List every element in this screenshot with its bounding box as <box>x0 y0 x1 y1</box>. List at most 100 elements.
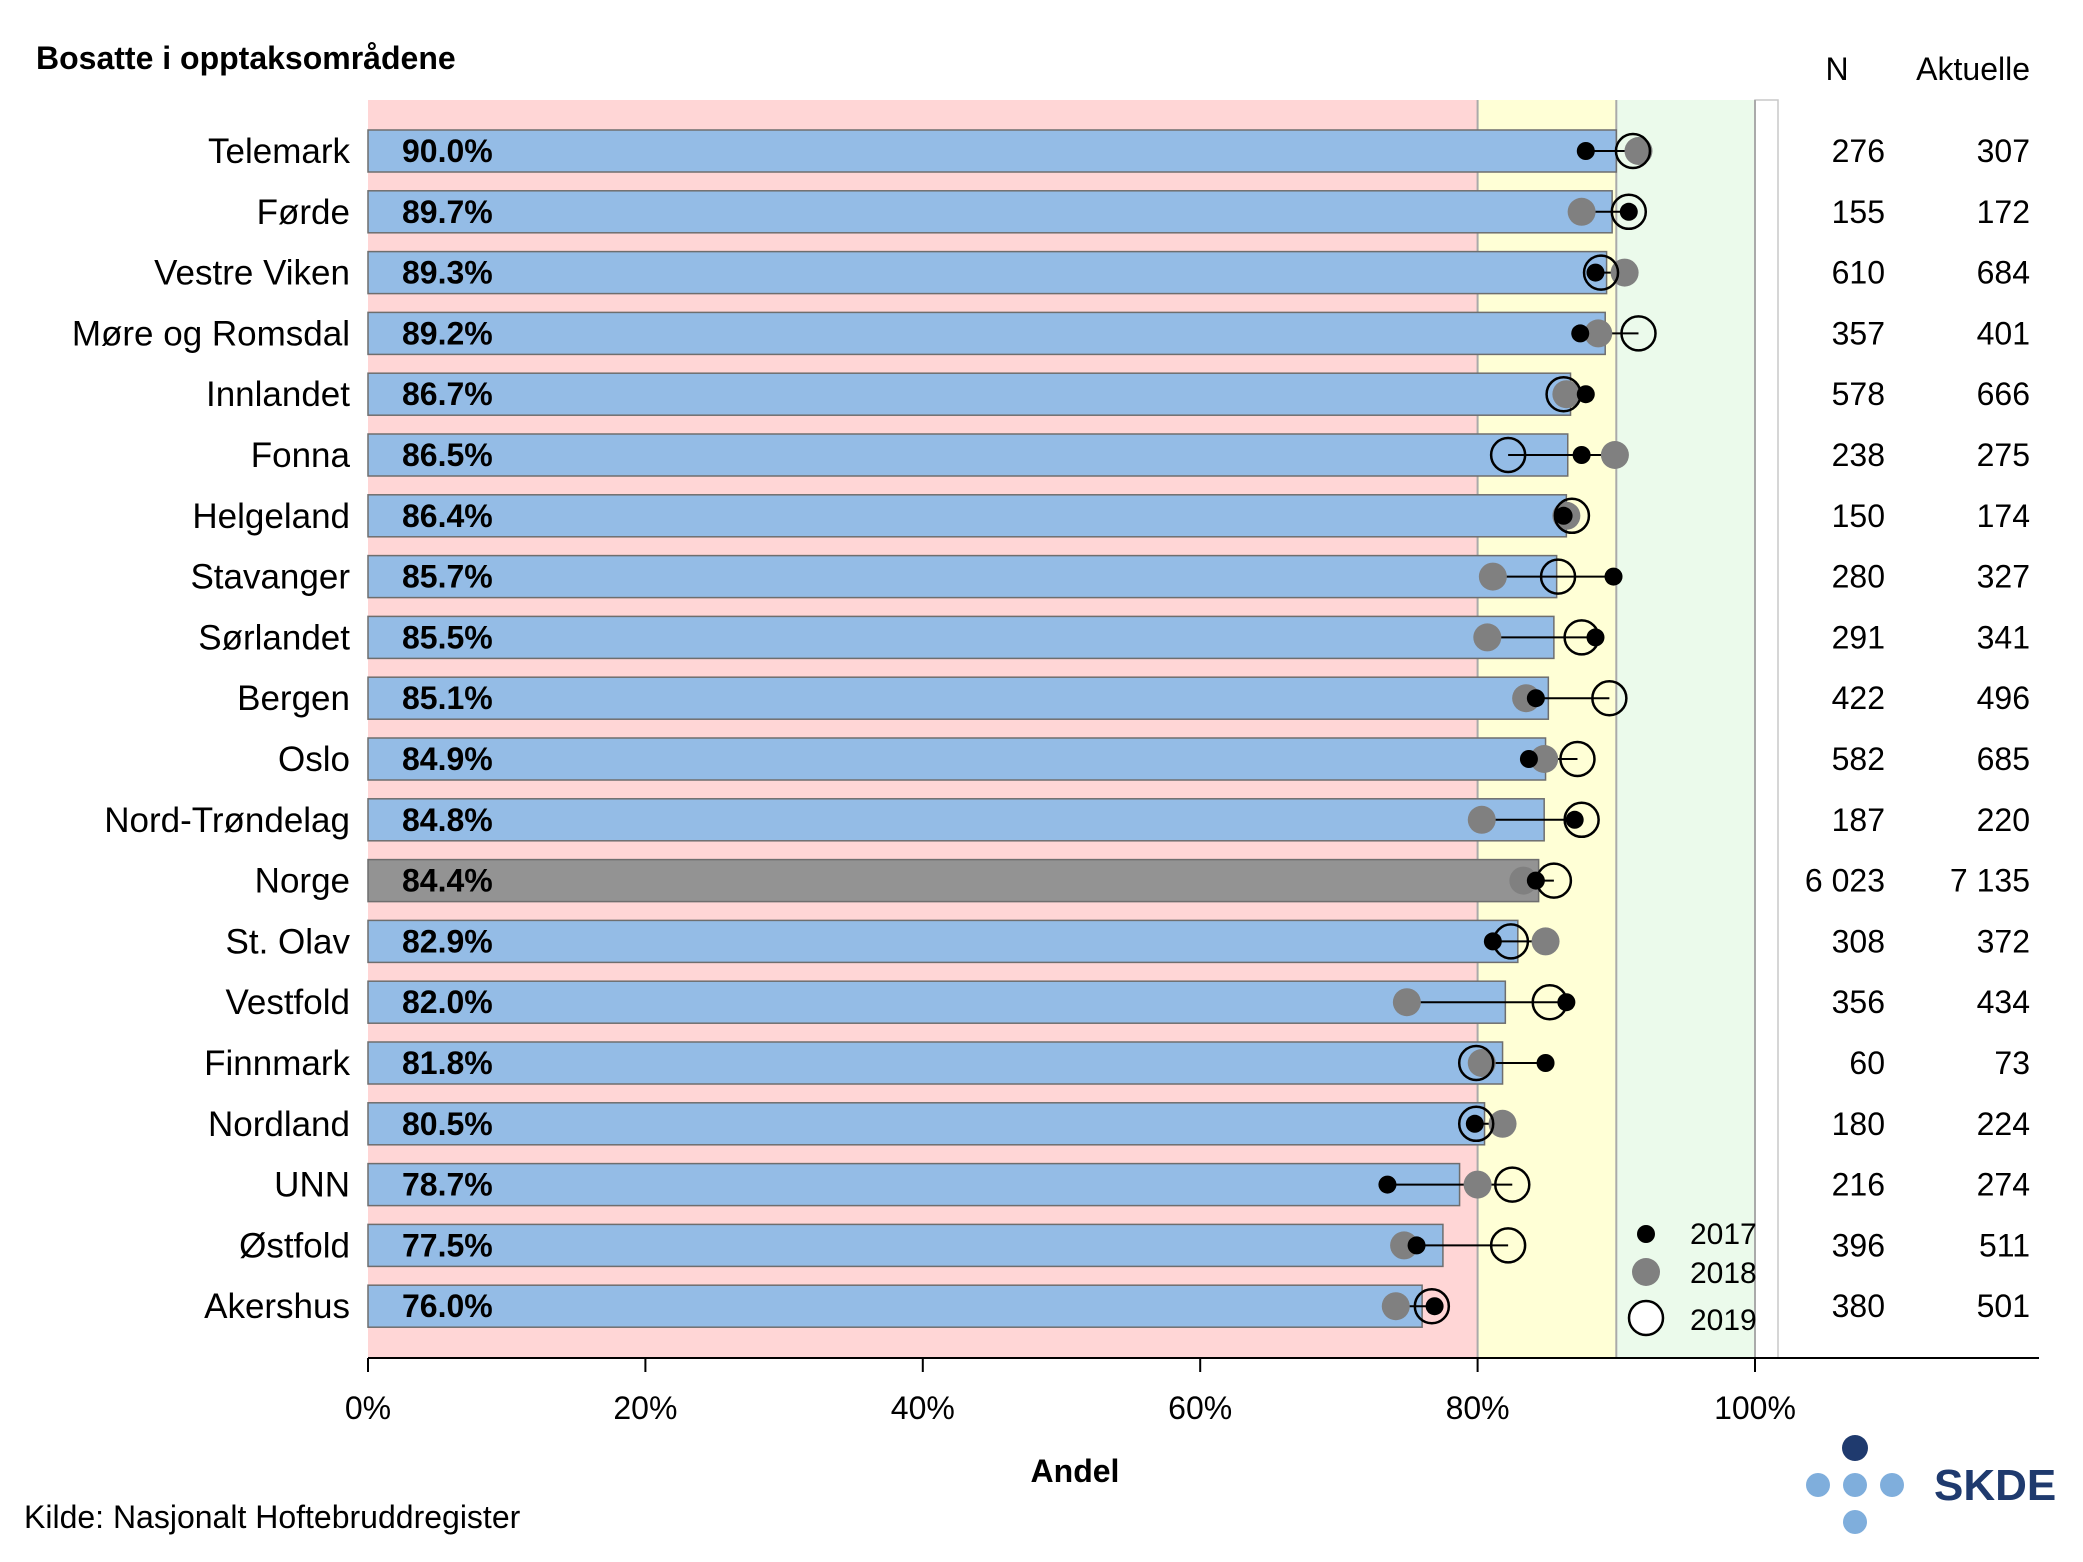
bar <box>367 1102 1486 1146</box>
point-2017 <box>1572 446 1591 464</box>
zone-moderate <box>1477 100 1617 1358</box>
point-2019 <box>1610 193 1648 231</box>
aktuelle-value: 684 <box>1977 255 2030 291</box>
legend: 2017 2018 2019 <box>1627 1218 1757 1337</box>
category-label: Norge <box>255 862 350 901</box>
n-column: 276 155 610 357 578 238 150 280 291 422 582 187 6 02… <box>1805 133 1885 1324</box>
aktuelle-value: 224 <box>1977 1106 2030 1142</box>
point-2019 <box>1494 1166 1531 1203</box>
n-value: 380 <box>1832 1288 1885 1324</box>
point-2019 <box>1489 436 1527 474</box>
point-2018 <box>1473 623 1502 652</box>
n-value: 6 023 <box>1805 863 1885 899</box>
category-label: Vestre Viken <box>154 254 350 293</box>
aktuelle-value: 73 <box>1994 1045 2030 1081</box>
point-2017 <box>1526 871 1545 890</box>
point-2019 <box>1559 740 1596 778</box>
point-2019 <box>1457 1044 1495 1082</box>
bar-value-label: 85.5% <box>402 619 493 655</box>
aktuelle-value: 220 <box>1977 802 2030 838</box>
point-2019 <box>1582 254 1620 291</box>
bar-value-label: 89.3% <box>402 255 493 291</box>
point-2017 <box>1536 1054 1555 1072</box>
logo-dot-center <box>1843 1473 1867 1497</box>
category-label: Nordland <box>208 1105 350 1144</box>
category-labels: Telemark Førde Vestre Viken Møre og Romsdal… <box>72 132 351 1326</box>
category-label: Vestfold <box>225 983 350 1022</box>
point-2019 <box>1413 1287 1451 1325</box>
bar-value-label: 84.9% <box>402 741 493 777</box>
n-value: 180 <box>1832 1106 1885 1142</box>
n-value: 610 <box>1832 255 1885 291</box>
point-2019 <box>1620 315 1657 352</box>
bar <box>367 250 1608 295</box>
aktuelle-value: 511 <box>1979 1227 2030 1263</box>
point-2018 <box>1600 441 1629 469</box>
x-tick-label: 20% <box>613 1390 677 1426</box>
bar-value-label: 82.0% <box>402 984 493 1020</box>
logo-dot-right <box>1880 1473 1904 1497</box>
n-value: 308 <box>1832 923 1885 959</box>
point-2019 <box>1539 558 1577 595</box>
category-label: UNN <box>274 1166 350 1205</box>
point-2019 <box>1489 1227 1527 1264</box>
bar-value-label: 82.9% <box>402 923 493 959</box>
bar <box>367 980 1507 1024</box>
aktuelle-value: 341 <box>1977 619 2030 655</box>
logo-dot-top <box>1842 1435 1868 1461</box>
category-label: Sørlandet <box>198 618 350 657</box>
point-2017 <box>1407 1236 1426 1255</box>
category-label: Nord-Trøndelag <box>104 801 350 840</box>
point-2017 <box>1604 567 1623 586</box>
n-value: 582 <box>1832 741 1885 777</box>
aktuelle-value: 275 <box>1977 437 2030 473</box>
logo-text: SKDE <box>1934 1461 2056 1510</box>
gridlines <box>1476 100 1756 1358</box>
n-value: 150 <box>1832 498 1885 534</box>
bar <box>367 919 1519 964</box>
skde-logo: SKDE <box>1806 1435 2056 1534</box>
bar <box>367 129 1618 173</box>
point-2017 <box>1378 1175 1397 1194</box>
x-axis: 0% 20% 40% 60% 80% 100% <box>345 1357 2039 1426</box>
bar <box>367 433 1569 477</box>
point-2018 <box>1381 1292 1410 1321</box>
n-value: 280 <box>1832 559 1885 595</box>
logo-dot-bottom <box>1843 1510 1867 1534</box>
point-2018 <box>1531 927 1560 956</box>
aktuelle-value: 172 <box>1977 194 2030 230</box>
logo-dot-left <box>1806 1473 1830 1497</box>
category-label: Helgeland <box>192 497 350 536</box>
bar-value-label: 89.7% <box>402 194 493 230</box>
bar <box>367 372 1572 416</box>
point-2017 <box>1586 628 1605 647</box>
point-2017 <box>1465 1114 1484 1133</box>
bar-value-label: 77.5% <box>402 1227 493 1263</box>
bar-value-label: 85.1% <box>402 680 493 716</box>
n-value: 276 <box>1832 133 1885 169</box>
point-2017 <box>1619 202 1638 221</box>
bar-value-label: 86.4% <box>402 498 493 534</box>
n-value: 60 <box>1849 1045 1885 1081</box>
legend-marker-2019 <box>1627 1299 1665 1337</box>
point-2018 <box>1624 137 1653 165</box>
bar <box>367 615 1555 660</box>
bar <box>367 1223 1444 1268</box>
x-tick-label: 100% <box>1714 1390 1796 1426</box>
bar <box>367 858 1540 903</box>
point-2018 <box>1552 380 1581 409</box>
aktuelle-value: 666 <box>1977 376 2030 412</box>
point-2017 <box>1554 506 1573 525</box>
aktuelle-value: 685 <box>1977 741 2030 777</box>
category-label: Fonna <box>251 436 351 475</box>
category-label: Førde <box>257 193 350 232</box>
bar <box>367 737 1547 781</box>
legend-label-2017: 2017 <box>1690 1218 1757 1251</box>
aktuelle-value: 401 <box>1977 315 2030 351</box>
bar-value-label: 81.8% <box>402 1045 493 1081</box>
point-2018 <box>1488 1109 1517 1138</box>
category-label: Østfold <box>239 1226 350 1265</box>
point-2017 <box>1519 750 1538 768</box>
category-label: Finnmark <box>204 1044 350 1083</box>
point-2018 <box>1467 1049 1496 1077</box>
